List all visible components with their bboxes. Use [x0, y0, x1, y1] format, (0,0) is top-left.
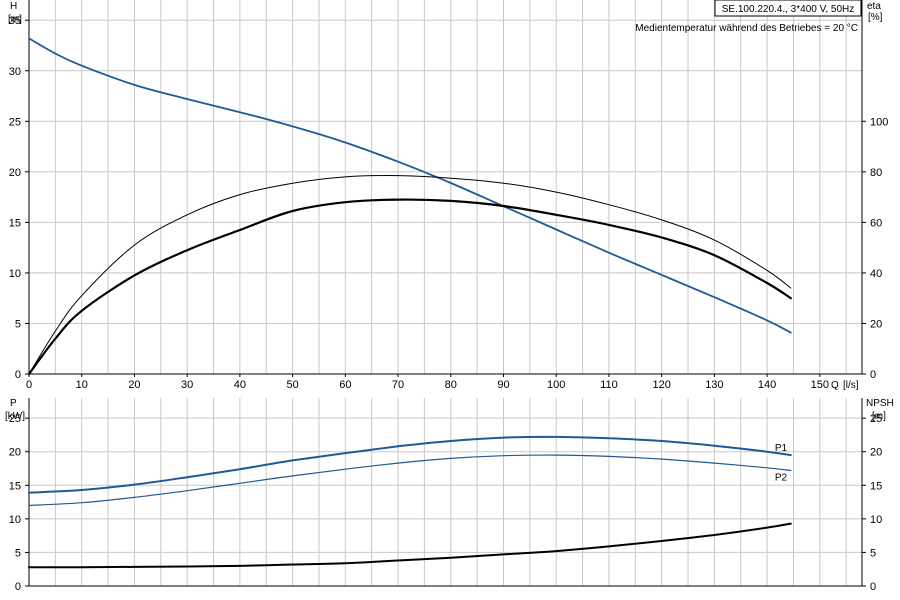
left-tick-label: 35 [9, 15, 21, 27]
bottom-right-axis-label: NPSH [866, 398, 894, 409]
left-tick-label: 15 [9, 217, 21, 229]
top-left-axis-unit: [m] [8, 14, 22, 25]
x-tick-label: 10 [76, 379, 88, 391]
series-line-p1 [28, 435, 792, 494]
right-tick-label: 0 [870, 369, 876, 381]
left-tick-label: 5 [15, 318, 21, 330]
title-box [714, 0, 862, 17]
bottom-right-axis-unit: [m] [872, 411, 886, 422]
x-tick-label: 110 [600, 379, 618, 391]
left-tick-label: 25 [9, 413, 21, 425]
left-tick-label: 0 [15, 369, 21, 381]
title-box-text: SE.100.220.4., 3*400 V, 50Hz [722, 4, 855, 15]
bottom-left-axis-unit: [kW] [5, 411, 25, 422]
right-tick-label: 40 [870, 268, 882, 280]
subtitle: Medientemperatur während des Betriebes =… [635, 23, 858, 34]
left-tick-label: 20 [9, 167, 21, 179]
left-tick-label: 25 [9, 116, 21, 128]
x-tick-label: 80 [445, 379, 457, 391]
right-tick-label: 20 [870, 318, 882, 330]
bottom-panel: 0 5 10 15 20 25 0 5 10 15 20 25 P1 P2 [9, 398, 882, 593]
right-tick-label: 20 [870, 447, 882, 459]
series-line-eta-thick [27, 198, 792, 376]
bottom-left-axis-label: P [10, 398, 17, 409]
left-tick-label: 10 [9, 268, 21, 280]
x-tick-label: 100 [547, 379, 565, 391]
left-tick-label: 10 [9, 514, 21, 526]
right-tick-label: 60 [870, 217, 882, 229]
top-left-axis-label: H [10, 1, 17, 12]
right-tick-label: 0 [870, 581, 876, 593]
right-tick-label: 10 [870, 514, 882, 526]
series-line-h [28, 37, 792, 334]
x-tick-label: 90 [497, 379, 509, 391]
series-line-eta-thin [28, 175, 792, 375]
right-tick-label: 15 [870, 480, 882, 492]
x-tick-label: 120 [652, 379, 670, 391]
series-label-p2: P2 [775, 473, 788, 484]
left-tick-label: 20 [9, 447, 21, 459]
top-panel: 0 5 10 15 20 25 30 35 0 20 40 60 80 100 0 10 20 30 40 50 60 7… [9, 0, 888, 391]
x-tick-label: 30 [181, 379, 193, 391]
right-tick-label: 80 [870, 167, 882, 179]
x-axis-unit: [l/s] [843, 380, 859, 391]
x-tick-label: 130 [705, 379, 723, 391]
x-tick-label: 60 [339, 379, 351, 391]
right-tick-label: 100 [870, 116, 888, 128]
x-tick-label: 40 [234, 379, 246, 391]
x-tick-label: 150 [811, 379, 829, 391]
x-axis-label: Q [831, 380, 839, 391]
left-tick-label: 30 [9, 66, 21, 78]
x-tick-label: 50 [286, 379, 298, 391]
right-tick-label: 5 [870, 547, 876, 559]
top-right-axis-unit: [%] [868, 12, 883, 23]
x-tick-label: 70 [392, 379, 404, 391]
x-tick-label: 0 [26, 379, 32, 391]
left-tick-label: 15 [9, 480, 21, 492]
x-tick-label: 20 [128, 379, 140, 391]
series-line-p2 [28, 454, 792, 506]
left-tick-label: 5 [15, 547, 21, 559]
series-line-npsh [28, 522, 792, 569]
x-tick-label: 140 [758, 379, 776, 391]
series-label-p1: P1 [775, 443, 788, 454]
top-right-axis-label: eta [867, 1, 881, 12]
right-tick-label: 25 [870, 413, 882, 425]
left-tick-label: 0 [15, 581, 21, 593]
